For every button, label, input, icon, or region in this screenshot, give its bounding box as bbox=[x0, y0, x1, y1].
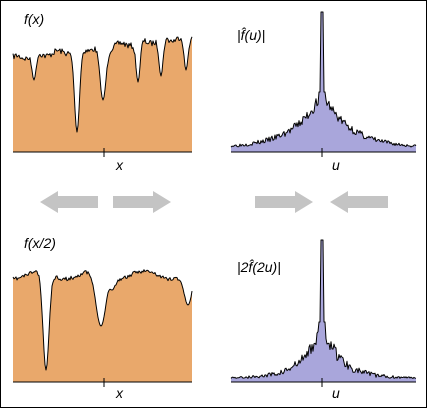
scaling-arrows-right bbox=[255, 191, 388, 213]
axis-label: x bbox=[115, 157, 124, 173]
panel-title: f(x/2) bbox=[24, 235, 56, 251]
arrow-left-icon bbox=[330, 191, 388, 213]
arrow-left-icon bbox=[40, 191, 98, 213]
spectrum-curve bbox=[230, 11, 417, 148]
signal-area bbox=[13, 269, 192, 382]
panel-bottom-right: |2f̂(2u)| u bbox=[230, 239, 417, 401]
panel-bottom-left: f(x/2) x bbox=[12, 235, 193, 401]
arrow-right-icon bbox=[255, 191, 313, 213]
axis-label: u bbox=[332, 157, 340, 173]
panel-top-left: f(x) x bbox=[12, 11, 193, 173]
panel-title: |f̂(u)| bbox=[237, 27, 265, 43]
axis-label: x bbox=[115, 385, 124, 401]
signal-area bbox=[13, 36, 192, 152]
spectrum-curve bbox=[230, 239, 417, 379]
panel-title: |2f̂(2u)| bbox=[237, 259, 281, 275]
arrow-right-icon bbox=[113, 191, 171, 213]
panel-top-right: |f̂(u)| u bbox=[230, 11, 417, 173]
panel-title: f(x) bbox=[24, 11, 44, 27]
signal-curve bbox=[12, 36, 193, 133]
axis-label: u bbox=[332, 385, 340, 401]
signal-curve bbox=[12, 269, 193, 371]
scaling-arrows-left bbox=[40, 191, 171, 213]
